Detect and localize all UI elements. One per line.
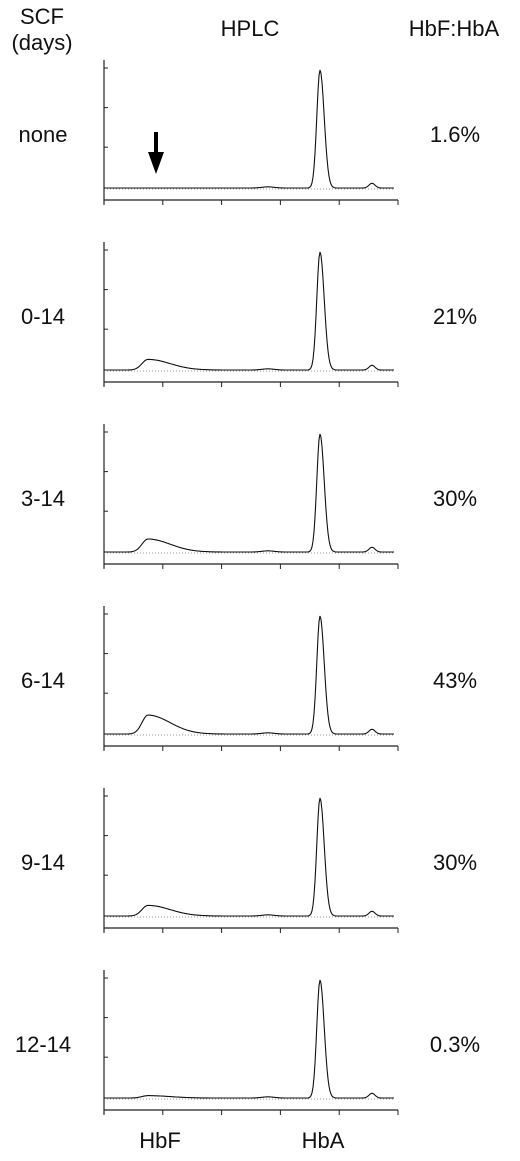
- chromatogram-trace: [104, 433, 394, 553]
- hbf-hba-ratio-value: 30%: [432, 486, 478, 511]
- hbf-hba-ratio-value: 1.6%: [429, 122, 481, 147]
- chromatogram-trace: [104, 615, 394, 735]
- scf-header: SCF (days): [2, 4, 82, 56]
- chromatogram-trace: [104, 797, 394, 917]
- hbf-hba-ratio-value: 21%: [432, 304, 478, 329]
- arrow-shaft: [154, 132, 158, 154]
- hbf-hba-ratio-value: 0.3%: [429, 1032, 481, 1057]
- hbf-hba-ratio-value: 43%: [432, 668, 478, 693]
- hbf-hba-ratio-value: 30%: [432, 850, 478, 875]
- arrow-icon: [148, 152, 164, 174]
- hplc-header: HPLC: [220, 16, 280, 41]
- scf-days-label: 9-14: [20, 850, 66, 875]
- scf-subtitle: (days): [11, 30, 73, 55]
- chromatogram-trace: [104, 979, 394, 1099]
- scf-days-label: none: [18, 122, 68, 147]
- chromatogram-trace: [104, 69, 394, 189]
- scf-title: SCF: [20, 4, 64, 29]
- x-label-hba: HbA: [301, 1128, 345, 1153]
- chromatogram-trace: [104, 251, 394, 371]
- scf-days-label: 0-14: [20, 304, 66, 329]
- scf-days-label: 6-14: [20, 668, 66, 693]
- ratio-header: HbF:HbA: [408, 16, 500, 41]
- scf-days-label: 3-14: [20, 486, 66, 511]
- scf-days-label: 12-14: [14, 1032, 72, 1057]
- x-label-hbf: HbF: [139, 1128, 181, 1153]
